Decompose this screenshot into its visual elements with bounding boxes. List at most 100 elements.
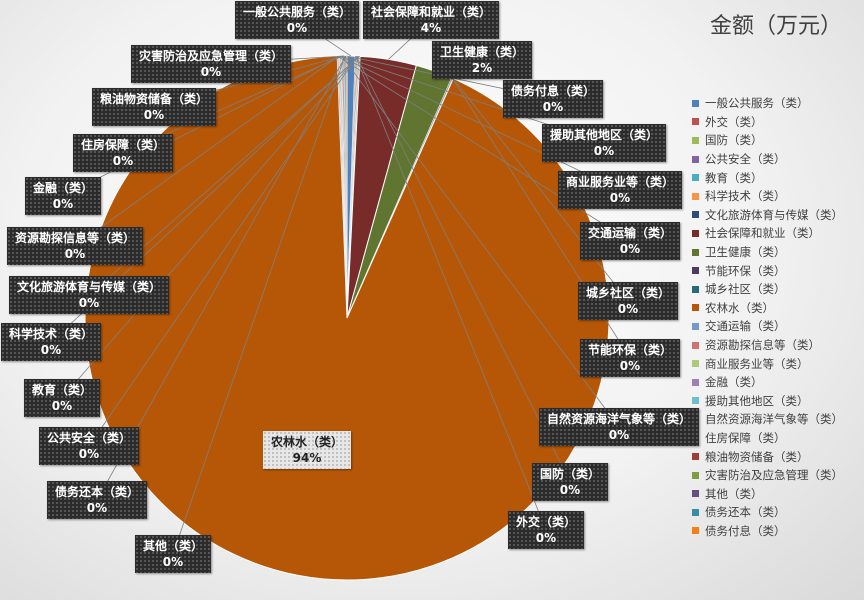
data-label-percent: 0% [619,242,641,256]
legend-label: 援助其他地区（类） [705,393,809,408]
legend-label: 公共安全（类） [705,152,786,167]
legend-label: 农林水（类） [705,300,774,315]
leader-line [337,55,631,242]
data-label: 社会保障和就业（类） 4% [362,1,500,39]
data-label-name: 住房保障（类） [80,138,166,152]
leader-line [355,55,547,531]
leader-line [62,55,341,197]
legend-label: 灾害防治及应急管理（类） [705,468,843,483]
legend-swatch [692,471,699,479]
data-label-percent: 0% [40,343,62,357]
legend-label: 资源勘探信息等（类） [705,338,820,353]
legend-entry: 债务还本（类） [692,503,843,522]
legend-swatch [692,118,699,126]
legend-swatch [692,155,699,163]
data-label: 公共安全（类） 0% [38,427,140,465]
data-label-name: 其他（类） [142,539,204,553]
data-label: 住房保障（类） 0% [72,134,174,172]
legend-entry: 援助其他地区（类） [692,392,843,411]
legend-swatch [692,192,699,200]
leader-line [452,78,629,302]
data-label: 债务付息（类） 0% [502,80,604,118]
data-label: 粮油物资储备（类） 0% [91,88,217,126]
data-label-name: 外交（类） [515,515,577,529]
legend-entry: 资源勘探信息等（类） [692,336,843,355]
data-label-percent: 0% [78,296,100,310]
data-label-percent: 2% [471,61,493,75]
data-label-percent: 0% [593,144,615,158]
data-label-name: 科学技术（类） [8,327,94,341]
legend-entry: 商业服务业等（类） [692,354,843,373]
data-label-name: 国防（类） [539,467,601,481]
legend-entry: 卫生健康（类） [692,243,843,262]
legend-label: 粮油物资储备（类） [705,449,809,464]
legend-label: 金融（类） [705,375,763,390]
data-label: 城乡社区（类） 0% [577,282,679,320]
legend-label: 卫生健康（类） [705,245,786,260]
data-label-percent: 0% [617,302,639,316]
data-label-name: 自然资源海洋气象等（类） [546,412,692,426]
legend-entry: 节能环保（类） [692,261,843,280]
legend-swatch [692,248,699,256]
legend-entry: 自然资源海洋气象等（类） [692,410,843,429]
data-label-name: 社会保障和就业（类） [370,5,492,19]
legend: 一般公共服务（类） 外交（类） 国防（类） 公共安全（类） 教育（类） 科学技术（类） 文化… [692,94,843,540]
legend-entry: 城乡社区（类） [692,280,843,299]
data-label-percent: 0% [542,100,564,114]
legend-label: 交通运输（类） [705,319,786,334]
legend-swatch [692,508,699,516]
legend-entry: 教育（类） [692,168,843,187]
data-label-name: 援助其他地区（类） [549,128,659,142]
data-label: 债务还本（类） 0% [46,481,148,519]
data-label-name: 一般公共服务（类） [242,5,352,19]
data-label-name: 债务付息（类） [510,84,596,98]
data-label-percent: 0% [51,399,73,413]
legend-label: 商业服务业等（类） [705,356,809,371]
data-label-name: 城乡社区（类） [585,286,671,300]
data-label: 一般公共服务（类） 0% [234,1,360,39]
legend-label: 外交（类） [705,114,763,129]
data-label-name: 卫生健康（类） [439,45,525,59]
data-label-percent: 0% [559,483,581,497]
data-label: 农林水（类） 94% [262,431,352,469]
legend-swatch [692,453,699,461]
data-label-name: 债务还本（类） [54,485,140,499]
data-label-percent: 0% [200,65,222,79]
legend-label: 节能环保（类） [705,263,786,278]
leader-line [96,55,347,501]
data-label: 教育（类） 0% [23,379,101,417]
leader-line [172,55,346,555]
legend-entry: 外交（类） [692,113,843,132]
legend-swatch [692,378,699,386]
legend-label: 债务付息（类） [705,523,786,538]
legend-entry: 债务付息（类） [692,522,843,541]
data-label-name: 农林水（类） [270,435,344,449]
legend-entry: 国防（类） [692,131,843,150]
legend-entry: 交通运输（类） [692,317,843,336]
data-label-name: 公共安全（类） [46,431,132,445]
legend-swatch [692,360,699,368]
legend-swatch [692,341,699,349]
legend-swatch [692,267,699,275]
data-label-percent: 0% [619,359,641,373]
leader-line [88,55,358,447]
data-label-percent: 0% [143,108,165,122]
legend-swatch [692,285,699,293]
data-label-name: 金融（类） [32,181,94,195]
data-label-percent: 0% [78,447,100,461]
data-label: 援助其他地区（类） 0% [541,124,667,162]
data-label: 外交（类） 0% [507,511,585,549]
legend-swatch [692,304,699,312]
data-label-name: 文化旅游体育与传媒（类） [16,280,162,294]
data-label-percent: 0% [162,555,184,569]
legend-label: 一般公共服务（类） [705,96,809,111]
data-label-percent: 0% [52,197,74,211]
legend-swatch [692,490,699,498]
legend-entry: 公共安全（类） [692,150,843,169]
data-label-name: 交通运输（类） [587,226,673,240]
legend-swatch [692,211,699,219]
legend-label: 国防（类） [705,133,763,148]
legend-swatch [692,174,699,182]
